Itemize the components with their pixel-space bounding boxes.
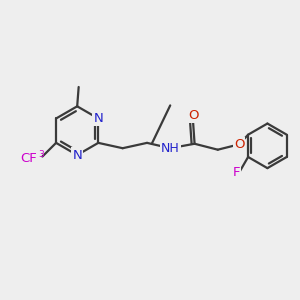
Text: N: N <box>93 112 103 125</box>
Text: O: O <box>188 109 198 122</box>
Text: NH: NH <box>161 142 180 155</box>
Text: N: N <box>72 148 82 162</box>
Text: O: O <box>234 138 244 151</box>
Text: CF: CF <box>20 152 37 164</box>
Text: F: F <box>232 166 240 179</box>
Text: 3: 3 <box>38 150 44 159</box>
